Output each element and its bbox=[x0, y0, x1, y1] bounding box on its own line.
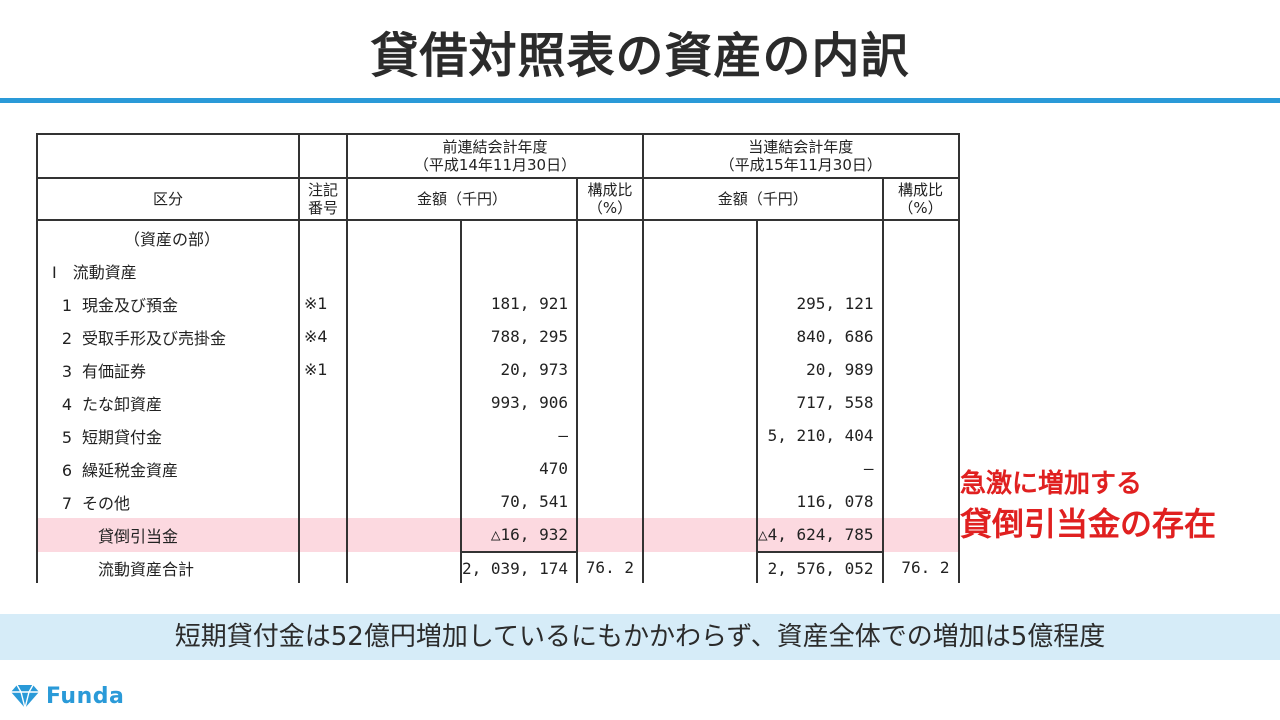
balance-sheet-table: 前連結会計年度 （平成14年11月30日） 当連結会計年度 （平成15年11月3… bbox=[36, 133, 960, 583]
row-prev-amount: 20, 973 bbox=[460, 353, 578, 386]
row-curr-amount: — bbox=[755, 452, 884, 485]
row-label: 現金及び預金 bbox=[82, 295, 179, 315]
table-row-group: Ⅰ 流動資産 bbox=[36, 254, 960, 287]
total-prev-amount: 2, 039, 174 bbox=[460, 551, 578, 583]
row-number: 7 bbox=[61, 493, 73, 513]
header-ratio-prev-line2: （%） bbox=[587, 199, 633, 217]
curr-period-label: 当連結会計年度 bbox=[748, 138, 854, 156]
row-number: 2 bbox=[61, 328, 73, 348]
allowance-label: 貸倒引当金 bbox=[36, 518, 300, 552]
row-label: 繰延税金資産 bbox=[82, 460, 179, 480]
table-row: 1 現金及び預金 ※1 181, 921 295, 121 bbox=[36, 287, 960, 320]
table-row: 2 受取手形及び売掛金 ※4 788, 295 840, 686 bbox=[36, 320, 960, 353]
allowance-curr-amount: △4, 624, 785 bbox=[755, 518, 884, 552]
row-curr-amount: 116, 078 bbox=[755, 485, 884, 518]
allowance-prev-amount: △16, 932 bbox=[460, 518, 578, 552]
table-header-row-1: 前連結会計年度 （平成14年11月30日） 当連結会計年度 （平成15年11月3… bbox=[36, 133, 960, 179]
header-note-line2: 番号 bbox=[307, 199, 338, 217]
header-note-line1: 注記 bbox=[307, 181, 338, 199]
annotation-line2: 貸倒引当金の存在 bbox=[960, 505, 1217, 543]
table-row-section: （資産の部） bbox=[36, 220, 960, 254]
header-ratio-prev: 構成比 （%） bbox=[575, 177, 644, 221]
total-curr-amount: 2, 576, 052 bbox=[755, 551, 884, 583]
row-label: その他 bbox=[82, 493, 131, 513]
row-note: ※1 bbox=[298, 287, 348, 320]
table-row: 3 有価証券 ※1 20, 973 20, 989 bbox=[36, 353, 960, 386]
header-ratio-curr-line2: （%） bbox=[898, 199, 943, 217]
row-number: 1 bbox=[61, 295, 73, 315]
row-prev-amount: — bbox=[460, 419, 578, 452]
row-note bbox=[298, 485, 348, 518]
row-prev-amount: 993, 906 bbox=[460, 386, 578, 419]
row-prev-amount: 788, 295 bbox=[460, 320, 578, 353]
row-prev-amount: 70, 541 bbox=[460, 485, 578, 518]
red-annotation: 急激に増加する 貸倒引当金の存在 bbox=[960, 466, 1216, 546]
total-curr-ratio: 76. 2 bbox=[881, 552, 960, 583]
header-ratio-curr-line1: 構成比 bbox=[898, 181, 944, 199]
row-number: 6 bbox=[61, 460, 73, 480]
row-note: ※1 bbox=[298, 353, 348, 386]
table-row: 5 短期貸付金 — 5, 210, 404 bbox=[36, 419, 960, 452]
header-curr-period: 当連結会計年度 （平成15年11月30日） bbox=[641, 133, 960, 179]
row-label: たな卸資産 bbox=[82, 394, 163, 414]
header-blank-category bbox=[36, 133, 300, 179]
header-blank-note bbox=[298, 133, 348, 179]
brand-name: Funda bbox=[46, 683, 125, 709]
row-number: 3 bbox=[61, 361, 73, 381]
row-prev-amount: 470 bbox=[460, 452, 578, 485]
header-note: 注記 番号 bbox=[298, 177, 348, 221]
header-prev-period: 前連結会計年度 （平成14年11月30日） bbox=[346, 133, 644, 179]
row-curr-amount: 20, 989 bbox=[755, 353, 884, 386]
section-label: （資産の部） bbox=[36, 220, 300, 254]
table-row: 6 繰延税金資産 470 — bbox=[36, 452, 960, 485]
header-amount-prev: 金額（千円） bbox=[346, 177, 578, 221]
page-title: 貸借対照表の資産の内訳 bbox=[370, 28, 910, 84]
header-amount-curr: 金額（千円） bbox=[641, 177, 884, 221]
title-underline bbox=[0, 98, 1280, 103]
curr-period-date: （平成15年11月30日） bbox=[719, 156, 882, 174]
row-curr-amount: 840, 686 bbox=[755, 320, 884, 353]
diamond-icon bbox=[11, 684, 39, 709]
table-row-allowance: 貸倒引当金 △16, 932 △4, 624, 785 bbox=[36, 518, 960, 552]
row-curr-amount: 295, 121 bbox=[755, 287, 884, 320]
row-number: 5 bbox=[61, 427, 73, 447]
row-label: 受取手形及び売掛金 bbox=[82, 328, 227, 348]
header-category: 区分 bbox=[36, 177, 300, 221]
row-note: ※4 bbox=[298, 320, 348, 353]
row-label: 有価証券 bbox=[82, 361, 147, 381]
row-number: 4 bbox=[61, 394, 73, 414]
header-ratio-prev-line1: 構成比 bbox=[587, 181, 633, 199]
table-row: 4 たな卸資産 993, 906 717, 558 bbox=[36, 386, 960, 419]
group-label: Ⅰ 流動資産 bbox=[36, 254, 300, 287]
row-note bbox=[298, 452, 348, 485]
brand-logo: Funda bbox=[10, 680, 124, 712]
prev-period-date: （平成14年11月30日） bbox=[413, 156, 577, 174]
row-curr-amount: 717, 558 bbox=[755, 386, 884, 419]
row-prev-amount: 181, 921 bbox=[460, 287, 578, 320]
table-row: 7 その他 70, 541 116, 078 bbox=[36, 485, 960, 518]
header-ratio-curr: 構成比 （%） bbox=[881, 177, 960, 221]
row-curr-amount: 5, 210, 404 bbox=[755, 419, 884, 452]
row-note bbox=[298, 386, 348, 419]
total-label: 流動資産合計 bbox=[36, 552, 300, 583]
table-row-total: 流動資産合計 2, 039, 174 76. 2 2, 576, 052 76.… bbox=[36, 551, 960, 583]
total-prev-ratio: 76. 2 bbox=[575, 552, 644, 583]
prev-period-label: 前連結会計年度 bbox=[442, 138, 548, 156]
row-label: 短期貸付金 bbox=[82, 427, 163, 447]
table-header-row-2: 区分 注記 番号 金額（千円） 構成比 （%） 金額（千円） 構成比 （%） bbox=[36, 177, 960, 221]
annotation-line1: 急激に増加する bbox=[960, 469, 1143, 499]
summary-banner: 短期貸付金は52億円増加しているにもかかわらず、資産全体での増加は5億程度 bbox=[0, 614, 1280, 660]
row-note bbox=[298, 419, 348, 452]
